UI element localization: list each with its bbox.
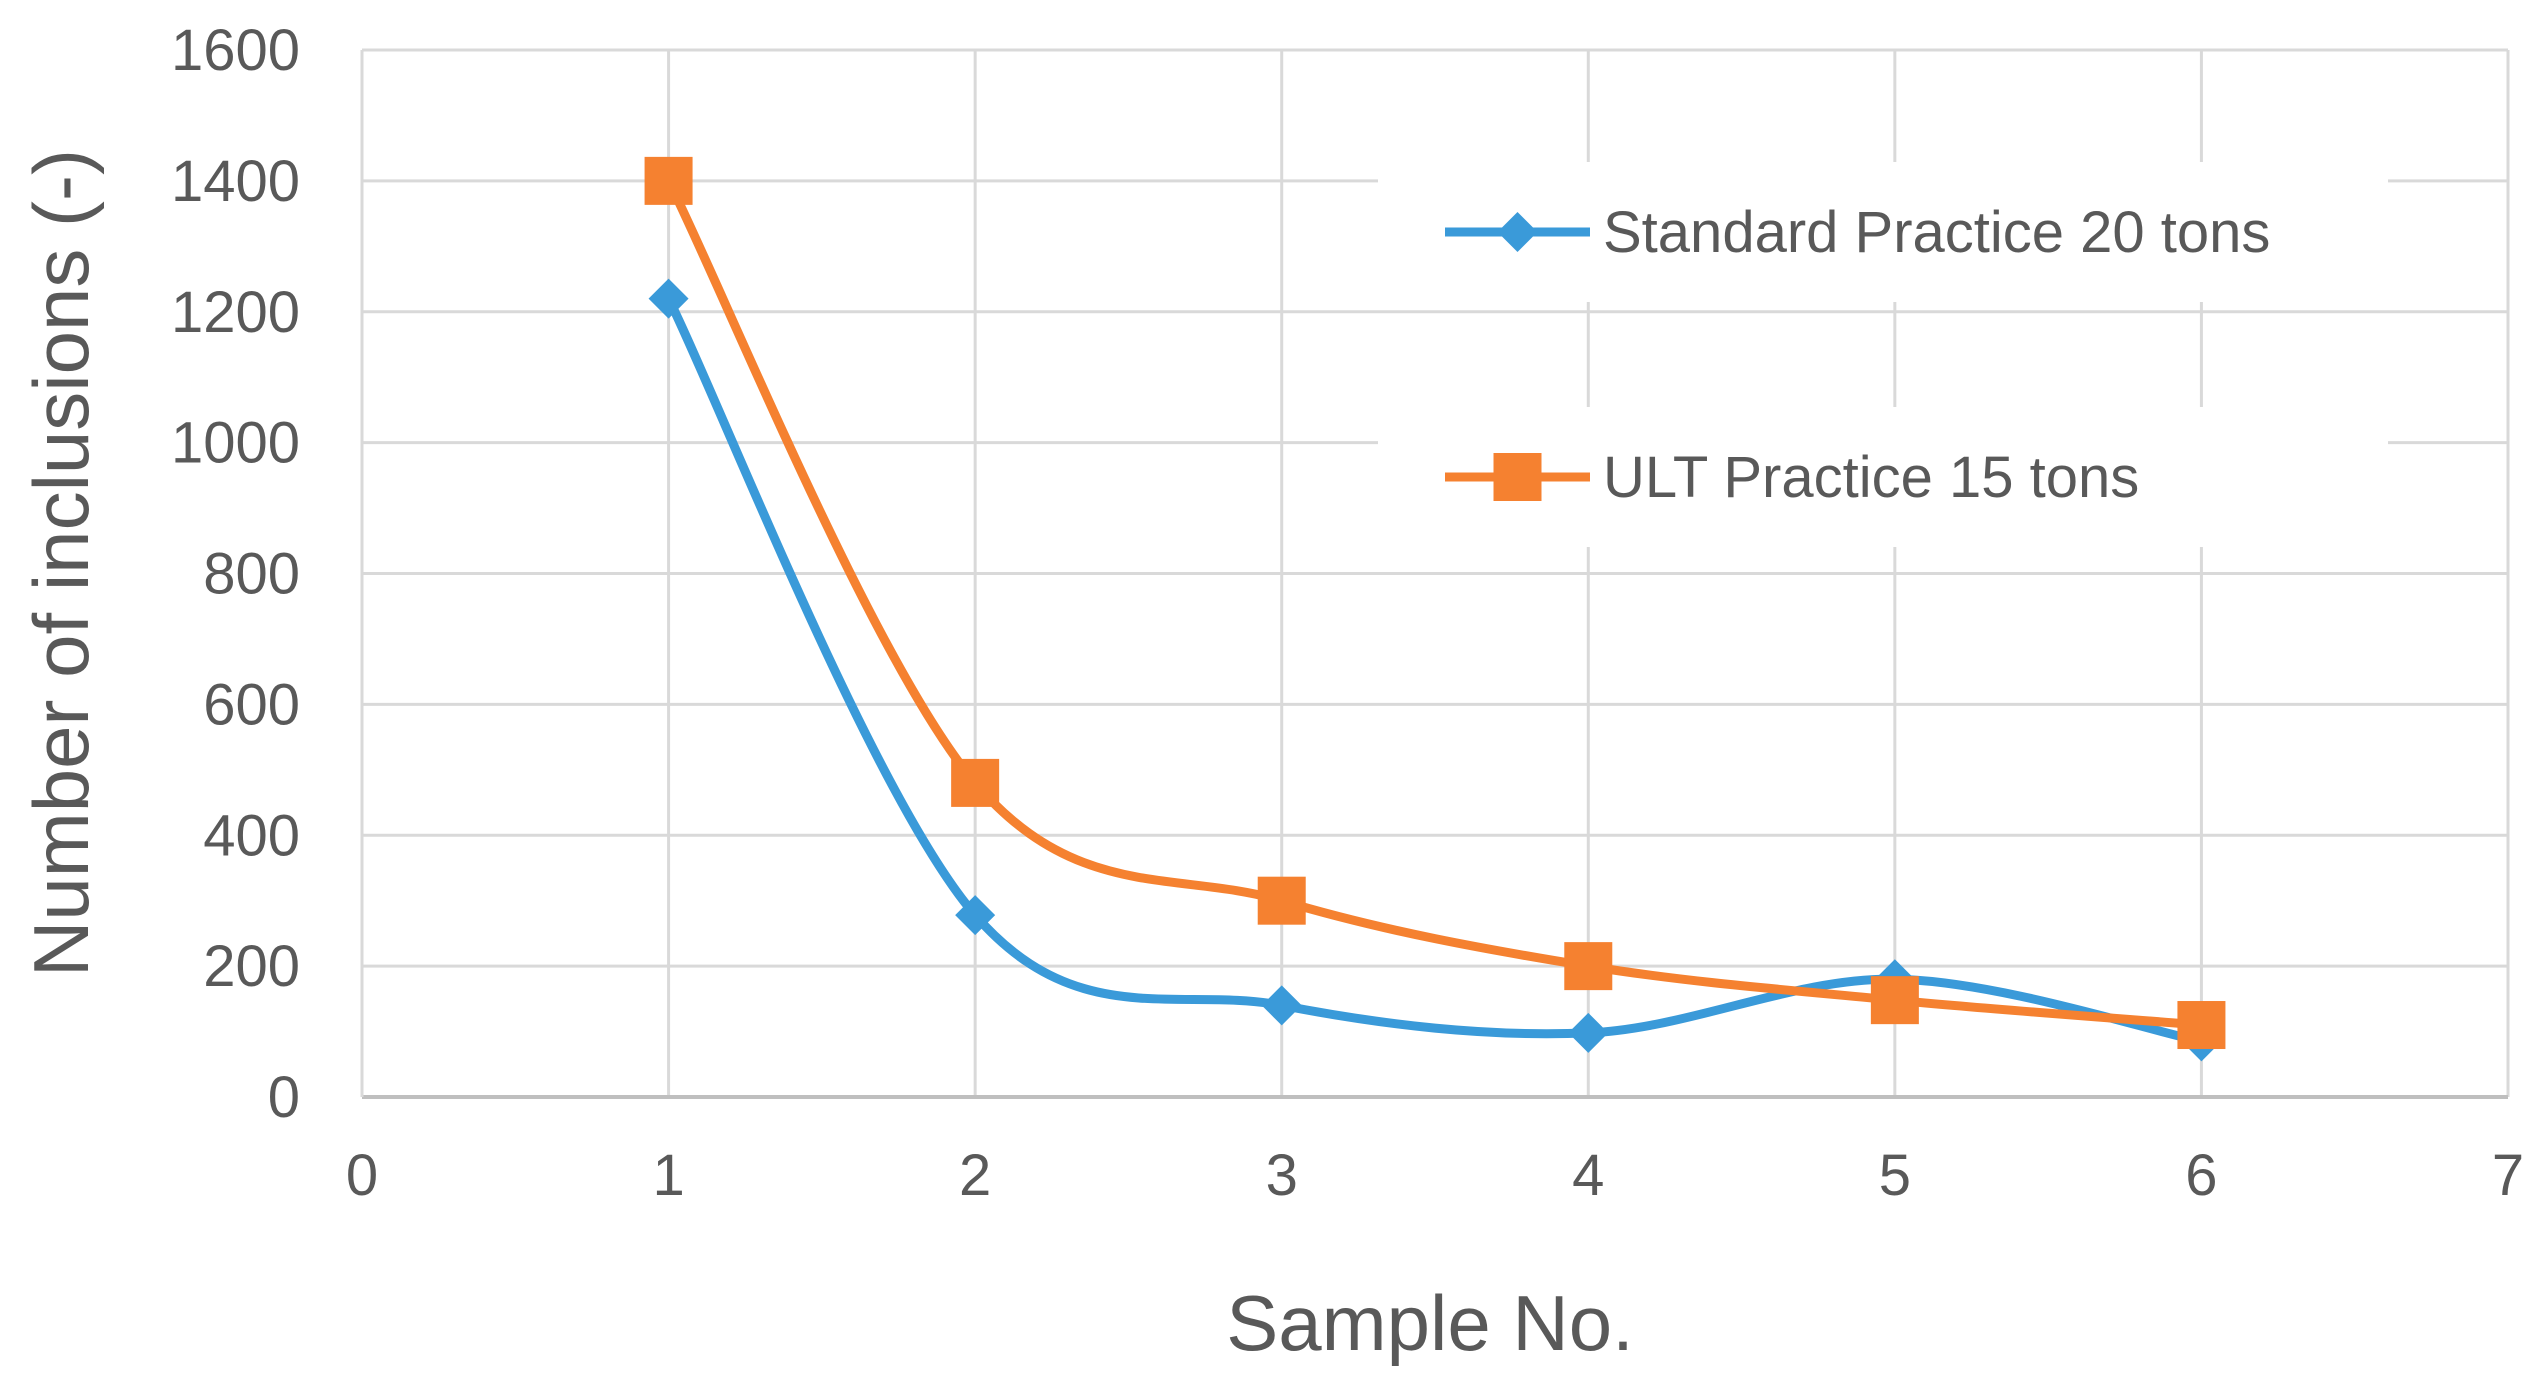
x-tick-label: 3: [1266, 1143, 1298, 1208]
y-tick-label: 600: [203, 672, 300, 737]
legend-item-2: ULT Practice 15 tons: [1378, 407, 2388, 547]
data-point: [2177, 1001, 2226, 1050]
legend-label: ULT Practice 15 tons: [1603, 445, 2139, 510]
data-point: [648, 278, 689, 319]
x-tick-label: 2: [959, 1143, 991, 1208]
y-tick-label: 1000: [171, 411, 300, 476]
series-line: [664, 178, 2202, 1030]
legend-item-1: Standard Practice 20 tons: [1378, 162, 2388, 302]
legend-marker: [1493, 453, 1542, 501]
legend-marker: [1497, 212, 1538, 252]
data-point: [1564, 942, 1613, 991]
series-1: [648, 278, 2222, 1062]
x-axis-title: Sample No.: [1226, 1279, 1634, 1367]
axes: 0 200 400 600 800 1000 1200 1400 1600 0 1 2 3 4 5 6 7: [171, 18, 2524, 1208]
y-tick-label: 200: [203, 934, 300, 999]
data-point: [644, 156, 693, 205]
y-tick-label: 1600: [171, 18, 300, 83]
y-tick-label: 0: [268, 1065, 300, 1130]
y-tick-label: 1200: [171, 280, 300, 345]
data-point: [1568, 1012, 1609, 1053]
legend: Standard Practice 20 tons ULT Practice 15…: [1378, 162, 2388, 547]
x-tick-label: 5: [1879, 1143, 1911, 1208]
y-tick-label: 800: [203, 542, 300, 607]
data-point: [955, 895, 996, 936]
x-tick-label: 1: [652, 1143, 684, 1208]
x-tick-label: 7: [2492, 1143, 2524, 1208]
legend-label: Standard Practice 20 tons: [1603, 200, 2270, 265]
x-tick-label: 4: [1572, 1143, 1604, 1208]
x-tick-label: 0: [346, 1143, 378, 1208]
data-point: [1261, 985, 1302, 1026]
data-point: [951, 758, 1000, 807]
x-tick-label: 6: [2185, 1143, 2217, 1208]
series-2: [644, 156, 2226, 1050]
y-axis-title: Number of inclusions (-): [17, 149, 105, 977]
data-point: [1870, 976, 1919, 1025]
y-tick-label: 400: [203, 803, 300, 868]
data-point: [1257, 876, 1306, 925]
series: [644, 156, 2226, 1062]
y-tick-label: 1400: [171, 149, 300, 214]
